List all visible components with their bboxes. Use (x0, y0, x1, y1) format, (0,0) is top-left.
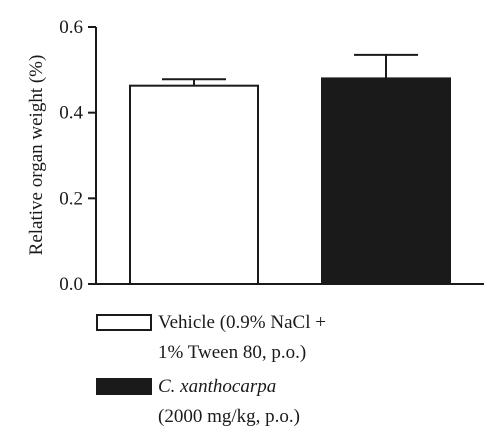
bar-vehicle (129, 84, 259, 285)
legend-label-c-xanthocarpa-line1: C. xanthocarpa (158, 376, 277, 397)
legend-label-vehicle: Vehicle (0.9% NaCl + 1% Tween 80, p.o.) (158, 308, 326, 368)
legend-label-c-xanthocarpa: C. xanthocarpa (2000 mg/kg, p.o.) (158, 372, 300, 432)
legend-swatch-vehicle (96, 314, 152, 331)
legend-label-vehicle-line1: Vehicle (0.9% NaCl + (158, 312, 326, 333)
bar-c-xanthocarpa (321, 77, 451, 286)
bars (129, 77, 451, 286)
y-axis-ticks: 0.0 0.2 0.4 0.6 (59, 17, 96, 295)
legend-label-vehicle-line2: 1% Tween 80, p.o.) (158, 342, 307, 363)
y-tick-label: 0.4 (59, 103, 83, 124)
legend-label-c-xanthocarpa-line2: (2000 mg/kg, p.o.) (158, 406, 300, 427)
y-axis-label: Relative organ weight (%) (26, 55, 47, 256)
legend: Vehicle (0.9% NaCl + 1% Tween 80, p.o.) … (96, 312, 496, 441)
legend-swatch-c-xanthocarpa (96, 378, 152, 395)
y-tick-label: 0.6 (59, 17, 83, 38)
y-tick-label: 0.0 (59, 274, 83, 295)
legend-item-c-xanthocarpa: C. xanthocarpa (2000 mg/kg, p.o.) (96, 376, 496, 437)
legend-item-vehicle: Vehicle (0.9% NaCl + 1% Tween 80, p.o.) (96, 312, 496, 373)
axes (95, 27, 484, 285)
error-bars (162, 53, 418, 86)
y-tick-label: 0.2 (59, 188, 83, 209)
